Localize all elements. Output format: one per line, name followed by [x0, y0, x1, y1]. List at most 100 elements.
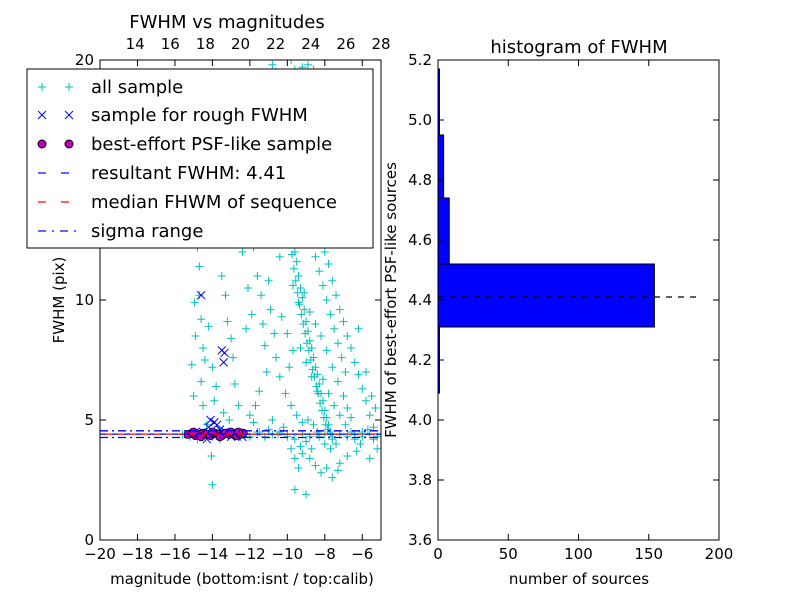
data-point-all-sample — [200, 356, 209, 364]
data-point-all-sample — [187, 360, 196, 369]
data-point-all-sample — [230, 380, 239, 388]
data-point-all-sample — [322, 464, 331, 472]
data-point-rough-sample — [212, 420, 222, 430]
data-point-all-sample — [307, 372, 316, 381]
data-point-all-sample — [294, 464, 303, 472]
data-point-all-sample — [221, 291, 230, 300]
x-tick-label: −8 — [314, 545, 336, 563]
data-point-all-sample — [298, 449, 307, 458]
data-point-all-sample — [319, 413, 328, 422]
data-point-all-sample — [335, 459, 344, 468]
data-point-all-sample — [297, 310, 306, 319]
data-point-all-sample — [302, 437, 311, 446]
top-x-tick-label: 26 — [336, 35, 355, 53]
data-point-all-sample — [313, 387, 322, 396]
data-point-all-sample — [330, 401, 339, 410]
data-point-all-sample — [189, 392, 198, 400]
data-point-all-sample — [305, 308, 314, 316]
data-point-all-sample — [354, 370, 363, 379]
data-point-all-sample — [281, 389, 290, 398]
x-tick-label: −6 — [351, 545, 373, 563]
data-point-all-sample — [208, 480, 217, 489]
data-point-all-sample — [363, 425, 372, 434]
scatter-legend: all sample sample for rough FWHM best-ef… — [26, 68, 374, 249]
data-point-all-sample — [210, 396, 219, 405]
data-point-all-sample — [294, 272, 303, 280]
y-tick-label: 5 — [84, 411, 94, 429]
data-point-all-sample — [243, 284, 252, 292]
y-tick-label: 0 — [84, 531, 94, 549]
data-point-all-sample — [275, 252, 284, 261]
data-point-all-sample — [335, 305, 344, 314]
histogram-title: histogram of FWHM — [490, 37, 667, 58]
data-point-all-sample — [204, 322, 213, 331]
data-point-all-sample — [373, 444, 381, 453]
data-point-all-sample — [320, 440, 329, 448]
data-point-all-sample — [197, 315, 206, 324]
legend-marker-circle — [37, 139, 74, 149]
hist-y-tick-label: 3.6 — [408, 531, 432, 549]
data-point-all-sample — [317, 332, 326, 340]
data-point-all-sample — [229, 353, 238, 362]
data-point-all-sample — [207, 452, 216, 460]
scatter-title: FWHM vs magnitudes — [129, 12, 324, 33]
data-point-all-sample — [358, 384, 367, 393]
data-point-all-sample — [195, 262, 204, 271]
data-point-rough-sample — [220, 348, 229, 358]
scatter-ticks: −20 −18 −16 −14 −12 −10 −8 −6 14 16 18 20 22 24 26 28 0 5… — [75, 35, 391, 563]
hist-y-tick-label: 4.4 — [408, 291, 432, 309]
data-point-all-sample — [300, 305, 309, 314]
legend-label-all-sample: all sample — [91, 77, 183, 98]
histogram-bar — [438, 197, 450, 265]
data-point-all-sample — [245, 411, 254, 420]
data-point-all-sample — [299, 320, 308, 328]
data-point-all-sample — [307, 444, 316, 453]
data-point-all-sample — [311, 252, 320, 261]
data-point-all-sample — [317, 468, 326, 477]
hist-y-tick-label: 4.8 — [408, 171, 432, 189]
data-point-all-sample — [268, 60, 277, 69]
data-point-all-sample — [328, 363, 337, 372]
data-point-all-sample — [290, 435, 299, 444]
data-point-all-sample — [333, 377, 342, 386]
data-point-all-sample — [311, 320, 320, 328]
data-point-all-sample — [270, 329, 279, 338]
data-point-all-sample — [328, 473, 337, 482]
legend-frame — [26, 68, 374, 249]
data-point-all-sample — [227, 334, 236, 343]
data-point-all-sample — [303, 60, 312, 69]
data-point-all-sample — [341, 420, 350, 429]
y-tick-label: 10 — [75, 291, 94, 309]
data-point-all-sample — [308, 365, 317, 374]
legend-entry-resultant-fwhm: resultant FWHM: 4.41 — [38, 163, 286, 184]
hist-y-tick-label: 4.6 — [408, 231, 432, 249]
data-point-all-sample — [260, 341, 269, 350]
hist-y-tick-label: 4.2 — [408, 351, 432, 369]
data-point-all-sample — [333, 339, 342, 348]
data-point-all-sample — [330, 324, 339, 333]
data-point-all-sample — [303, 339, 312, 348]
data-point-all-sample — [328, 276, 337, 285]
top-x-tick-label: 24 — [301, 35, 320, 53]
data-point-all-sample — [371, 404, 380, 412]
legend-marker-x — [37, 110, 74, 120]
data-point-all-sample — [369, 423, 378, 432]
data-point-all-sample — [321, 420, 330, 429]
top-x-tick-label: 28 — [371, 35, 390, 53]
data-point-all-sample — [322, 296, 331, 304]
x-tick-label: −12 — [234, 545, 266, 563]
x-tick-label: −18 — [122, 545, 154, 563]
data-point-all-sample — [255, 387, 264, 396]
data-point-all-sample — [343, 404, 352, 412]
hist-x-tick-label: 150 — [634, 545, 663, 563]
data-point-all-sample — [290, 454, 299, 463]
histogram-ticks: 0 50 100 150 200 3.6 3.8 4.0 4.2 4.4 4.6 4.8 5.0 5.2 — [408, 51, 733, 563]
data-point-all-sample — [219, 408, 228, 417]
histogram-bar — [438, 134, 445, 199]
data-point-all-sample — [251, 401, 260, 410]
x-tick-label: −16 — [159, 545, 191, 563]
data-point-all-sample — [324, 389, 333, 398]
hist-x-tick-label: 100 — [564, 545, 593, 563]
scatter-y-axis-label: FWHM (pix) — [50, 257, 68, 344]
